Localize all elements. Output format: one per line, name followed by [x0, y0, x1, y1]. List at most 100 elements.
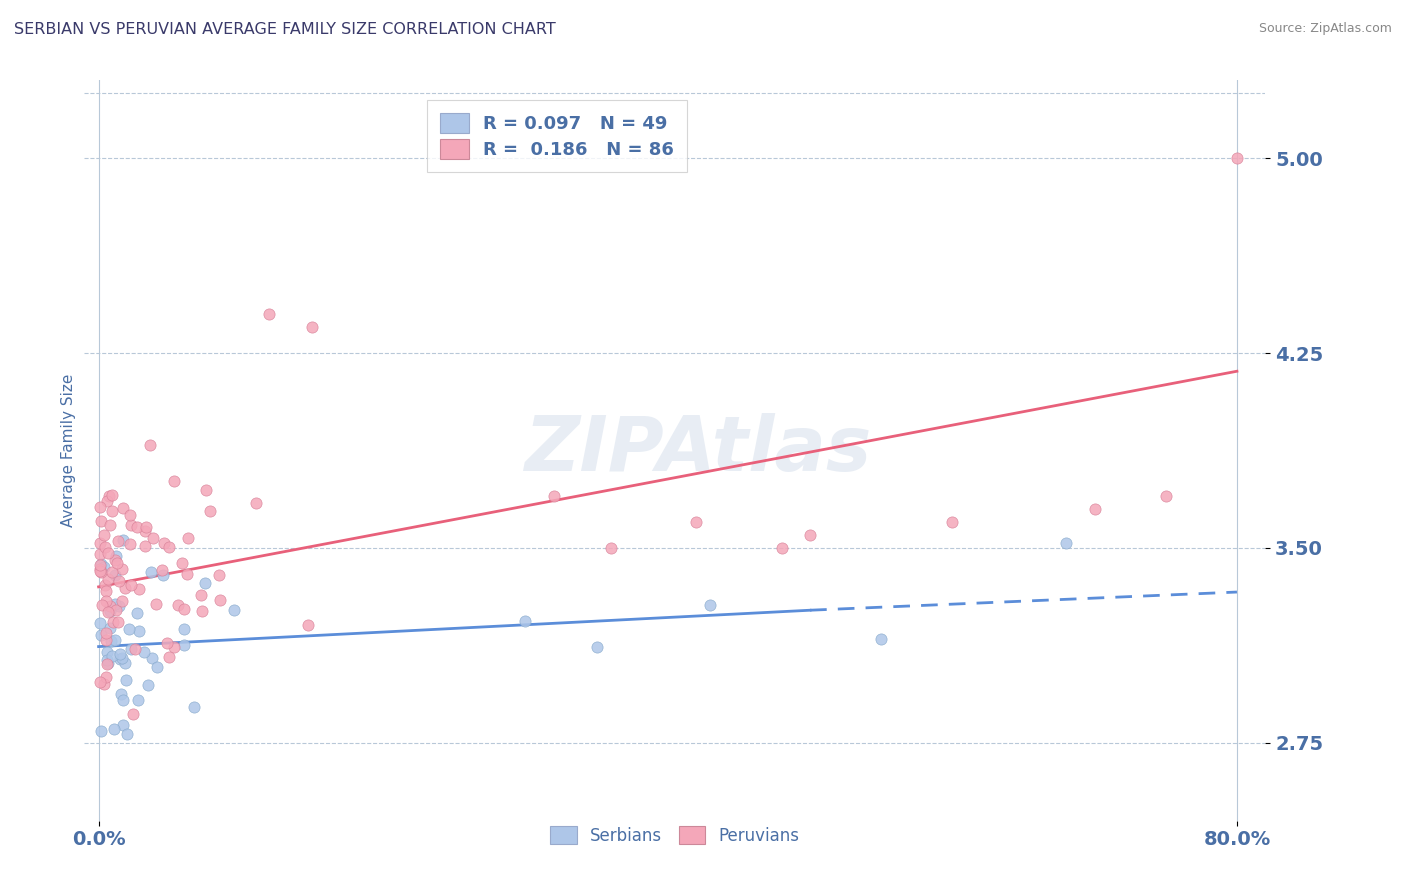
Point	[96, 583, 118, 598]
Point	[152, 535, 174, 549]
Point	[224, 603, 246, 617]
Point	[142, 531, 165, 545]
Point	[93, 677, 115, 691]
Point	[150, 563, 173, 577]
Text: Source: ZipAtlas.com: Source: ZipAtlas.com	[1258, 22, 1392, 36]
Point	[89, 564, 111, 578]
Point	[89, 500, 111, 515]
Point	[96, 632, 118, 647]
Point	[118, 622, 141, 636]
Point	[105, 556, 128, 570]
Point	[96, 645, 118, 659]
Point	[108, 599, 131, 613]
Point	[245, 495, 267, 509]
Point	[104, 549, 127, 563]
Point	[96, 670, 118, 684]
Point	[90, 628, 112, 642]
Point	[585, 640, 607, 654]
Point	[93, 559, 115, 574]
Point	[93, 578, 115, 592]
Point	[543, 489, 565, 503]
Point	[100, 517, 122, 532]
Point	[139, 566, 162, 580]
Point	[152, 567, 174, 582]
Point	[94, 594, 117, 608]
Point	[97, 656, 120, 670]
Point	[115, 673, 138, 687]
Point	[97, 546, 120, 560]
Point	[101, 565, 124, 579]
Point	[107, 615, 129, 630]
Point	[89, 562, 111, 576]
Text: ZIPAtlas: ZIPAtlas	[524, 414, 872, 487]
Point	[515, 614, 537, 628]
Point	[96, 653, 118, 667]
Point	[599, 541, 621, 555]
Point	[97, 573, 120, 587]
Point	[125, 519, 148, 533]
Point	[104, 553, 127, 567]
Point	[94, 626, 117, 640]
Point	[104, 603, 127, 617]
Point	[1226, 151, 1249, 165]
Point	[301, 320, 323, 334]
Y-axis label: Average Family Size: Average Family Size	[60, 374, 76, 527]
Point	[108, 574, 131, 588]
Point	[194, 483, 217, 498]
Point	[90, 565, 112, 579]
Point	[89, 674, 111, 689]
Point	[170, 557, 193, 571]
Point	[98, 489, 121, 503]
Point	[121, 707, 143, 722]
Point	[157, 540, 180, 554]
Point	[685, 515, 707, 529]
Point	[173, 601, 195, 615]
Point	[770, 541, 793, 555]
Point	[183, 699, 205, 714]
Point	[90, 557, 112, 571]
Point	[141, 651, 163, 665]
Point	[103, 722, 125, 736]
Point	[118, 508, 141, 522]
Point	[870, 632, 893, 646]
Point	[208, 593, 231, 607]
Point	[97, 605, 120, 619]
Point	[194, 576, 217, 591]
Point	[128, 582, 150, 597]
Point	[125, 606, 148, 620]
Point	[96, 494, 118, 508]
Point	[124, 642, 146, 657]
Point	[208, 567, 231, 582]
Point	[190, 588, 212, 602]
Point	[104, 633, 127, 648]
Point	[104, 597, 127, 611]
Point	[89, 558, 111, 572]
Point	[699, 598, 721, 612]
Point	[163, 640, 186, 654]
Point	[1154, 489, 1177, 503]
Point	[111, 693, 134, 707]
Point	[107, 534, 129, 549]
Point	[134, 539, 156, 553]
Point	[98, 604, 121, 618]
Point	[134, 645, 156, 659]
Point	[112, 501, 135, 516]
Point	[90, 723, 112, 738]
Point	[157, 650, 180, 665]
Point	[90, 514, 112, 528]
Point	[1054, 535, 1077, 549]
Point	[101, 488, 124, 502]
Point	[120, 641, 142, 656]
Text: SERBIAN VS PERUVIAN AVERAGE FAMILY SIZE CORRELATION CHART: SERBIAN VS PERUVIAN AVERAGE FAMILY SIZE …	[14, 22, 555, 37]
Point	[111, 562, 134, 576]
Point	[90, 598, 112, 612]
Point	[1084, 502, 1107, 516]
Point	[114, 581, 136, 595]
Point	[98, 599, 121, 614]
Point	[89, 615, 111, 630]
Point	[111, 594, 134, 608]
Point	[101, 503, 124, 517]
Point	[98, 621, 121, 635]
Point	[89, 547, 111, 561]
Point	[94, 540, 117, 554]
